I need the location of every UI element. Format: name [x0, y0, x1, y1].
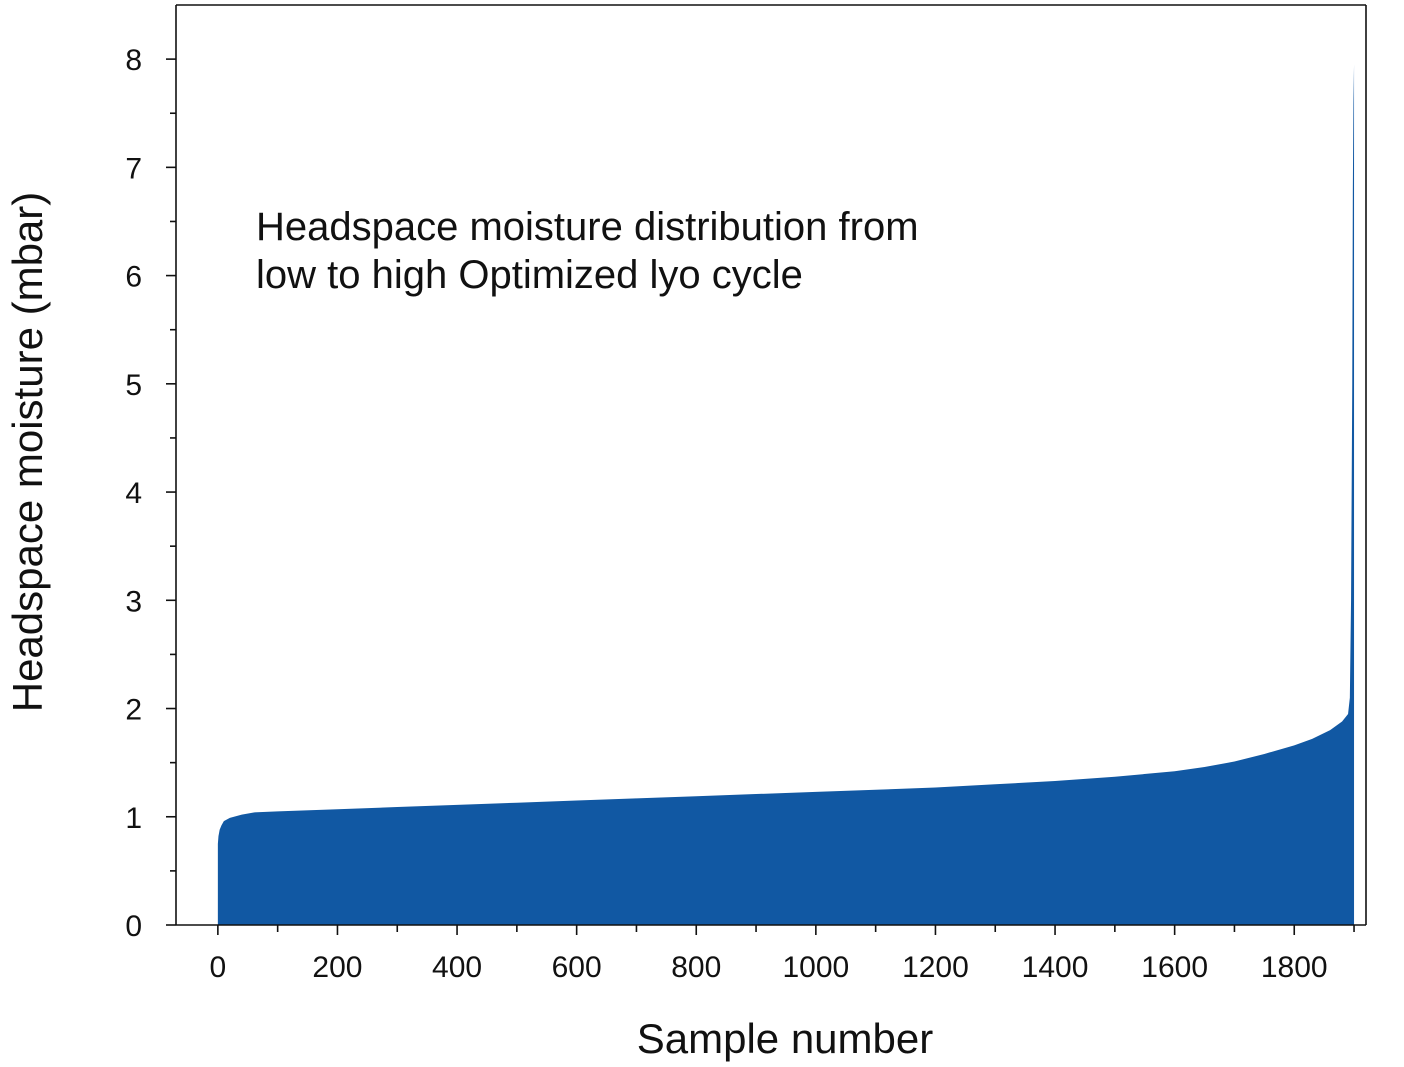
series-area: [217, 64, 1355, 925]
x-tick-label: 1800: [1261, 951, 1328, 984]
series-area-0: [217, 64, 1355, 925]
annotation-line: Headspace moisture distribution from: [256, 205, 919, 249]
x-tick-label: 400: [432, 951, 482, 984]
y-tick-label: 8: [125, 44, 142, 77]
x-tick-label: 1400: [1022, 951, 1089, 984]
y-tick-label: 3: [125, 585, 142, 618]
x-tick-label: 0: [210, 951, 227, 984]
x-tick-label: 600: [552, 951, 602, 984]
chart-annotation: Headspace moisture distribution from low …: [256, 205, 919, 297]
y-tick-label: 4: [125, 477, 142, 510]
y-axis-label: Headspace moisture (mbar): [4, 192, 51, 713]
axes: [175, 4, 1367, 926]
annotation-line: low to high Optimized lyo cycle: [256, 253, 803, 297]
x-tick-label: 1600: [1141, 951, 1208, 984]
y-tick-label: 2: [125, 694, 142, 727]
y-tick-label: 6: [125, 261, 142, 294]
y-tick-label: 5: [125, 369, 142, 402]
y-tick-label: 1: [125, 802, 142, 835]
x-axis-label: Sample number: [637, 1015, 933, 1062]
ticks: 0 1 2 3 4 5 6 7 8 0 200 400 600 800 1000 1200 1400 1600 18…: [125, 44, 1355, 984]
y-tick-label: 0: [125, 910, 142, 943]
x-tick-label: 1000: [782, 951, 849, 984]
y-tick-label: 7: [125, 152, 142, 185]
x-tick-label: 800: [671, 951, 721, 984]
x-tick-label: 200: [312, 951, 362, 984]
x-tick-label: 1200: [902, 951, 969, 984]
